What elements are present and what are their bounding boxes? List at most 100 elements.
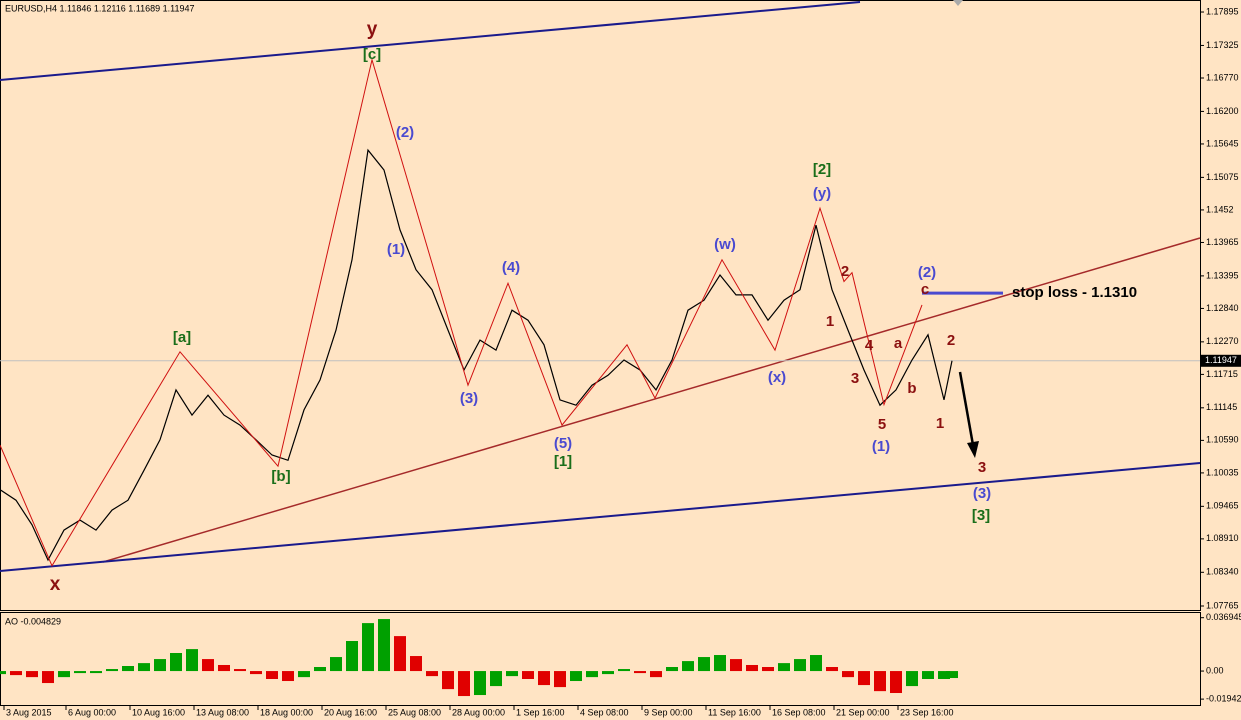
y-tick-label: 1.15075	[1206, 172, 1239, 182]
ao-bar	[874, 671, 886, 692]
ao-bar	[474, 671, 486, 696]
ao-bar	[330, 657, 342, 672]
wave-label: [a]	[173, 329, 191, 346]
ao-bar	[218, 664, 230, 672]
ao-bar	[858, 671, 870, 686]
ao-bar	[26, 671, 38, 678]
x-tick-label: 9 Sep 00:00	[644, 707, 693, 717]
ao-bar	[890, 671, 902, 694]
wave-label: (1)	[872, 438, 890, 455]
stop-loss-label: stop loss - 1.1310	[1012, 284, 1137, 301]
wave-label: (3)	[460, 390, 478, 407]
x-tick-label: 23 Sep 16:00	[900, 707, 954, 717]
x-tick-label: 13 Aug 08:00	[196, 707, 249, 717]
ao-bar	[122, 666, 134, 672]
trend-line	[102, 237, 1201, 563]
ao-bar	[282, 671, 294, 682]
ao-bar	[538, 671, 550, 686]
x-tick-label: 10 Aug 16:00	[132, 707, 185, 717]
wave-label: 5	[878, 416, 886, 433]
ao-bar	[234, 669, 246, 672]
wave-label: x	[50, 574, 61, 595]
shift-marker	[953, 0, 963, 6]
ao-bar	[74, 671, 86, 674]
arrow	[958, 371, 975, 446]
ao-bar	[618, 669, 630, 672]
header: EURUSD,H4 1.11846 1.12116 1.11689 1.1194…	[5, 3, 194, 13]
y-tick-label: 1.07765	[1206, 600, 1239, 610]
arrow-head	[967, 441, 979, 458]
ao-bar	[842, 671, 854, 678]
y-tick-label: 1.12840	[1206, 303, 1239, 313]
wave-label: (2)	[918, 264, 936, 281]
ao-bar	[794, 659, 806, 672]
x-tick-label: 4 Sep 08:00	[580, 707, 629, 717]
ao-bar	[634, 671, 646, 674]
x-tick-label: 11 Sep 16:00	[708, 707, 761, 717]
ao-bar	[458, 671, 470, 697]
ao-bar	[10, 671, 22, 676]
x-tick-label: 20 Aug 16:00	[324, 707, 377, 717]
last-price-box	[1201, 354, 1241, 367]
wave-zigzag	[0, 57, 923, 567]
wave-label: (3)	[973, 485, 991, 502]
ao-title: AO -0.004829	[5, 616, 61, 626]
wave-label: 3	[978, 459, 986, 476]
wave-label: 4	[865, 337, 874, 354]
wave-label: 2	[841, 263, 849, 280]
y-tick-label: 1.11715	[1206, 369, 1238, 379]
ao-bar	[170, 653, 182, 672]
price-line	[0, 148, 953, 562]
ao-bar	[202, 659, 214, 672]
wave-label: (x)	[768, 369, 786, 386]
wave-label: (w)	[714, 236, 736, 253]
wave-label: [b]	[271, 468, 290, 485]
ao-bar	[90, 671, 102, 674]
ao-bar	[154, 659, 166, 672]
ao-bar	[0, 671, 6, 675]
ao-bar	[906, 671, 918, 687]
ao-bar	[42, 671, 54, 684]
ao-bar	[378, 619, 390, 672]
wave-label: 1	[826, 313, 834, 330]
y-tick-label: 1.1452	[1206, 204, 1234, 214]
x-tick-label: 21 Sep 00:00	[836, 707, 890, 717]
y-tick-label: -0.019425	[1206, 693, 1241, 703]
ao-bar	[506, 671, 518, 677]
ao-bar	[250, 671, 262, 675]
ao-bar	[826, 667, 838, 672]
ao-bar	[522, 671, 534, 679]
ao-bar	[666, 667, 678, 672]
wave-label: 1	[936, 415, 944, 432]
x-tick-label: 25 Aug 08:00	[388, 707, 441, 717]
ao-bar	[426, 671, 438, 677]
wave-label: c	[921, 281, 929, 298]
wave-label: [c]	[363, 46, 381, 63]
wave-label: (4)	[502, 259, 520, 276]
ao-bar	[346, 641, 358, 672]
ao-bar	[298, 671, 310, 678]
y-tick-label: 1.15645	[1206, 138, 1239, 148]
x-tick-label: 28 Aug 00:00	[452, 707, 505, 717]
ao-bar	[186, 649, 198, 672]
y-tick-label: 1.16200	[1206, 106, 1239, 116]
x-tick-label: 18 Aug 00:00	[260, 707, 313, 717]
ao-bar	[314, 667, 326, 672]
y-tick-label: 1.17325	[1206, 40, 1239, 50]
y-tick-label: 1.09465	[1206, 501, 1239, 511]
y-tick-label: 1.13965	[1206, 237, 1239, 247]
ao-frame	[0, 612, 1201, 706]
ao-bar	[714, 655, 726, 672]
wave-label: (2)	[396, 124, 414, 141]
y-tick-label: 1.12270	[1206, 336, 1239, 346]
y-tick-label: 1.10035	[1206, 467, 1239, 477]
ao-bar	[138, 663, 150, 672]
ao-bar	[58, 671, 70, 678]
wave-label: [3]	[972, 507, 990, 524]
ao-bar	[730, 659, 742, 672]
ao-bar	[490, 671, 502, 687]
price-frame	[0, 0, 1201, 611]
x-tick-label: 1 Sep 16:00	[516, 707, 565, 717]
